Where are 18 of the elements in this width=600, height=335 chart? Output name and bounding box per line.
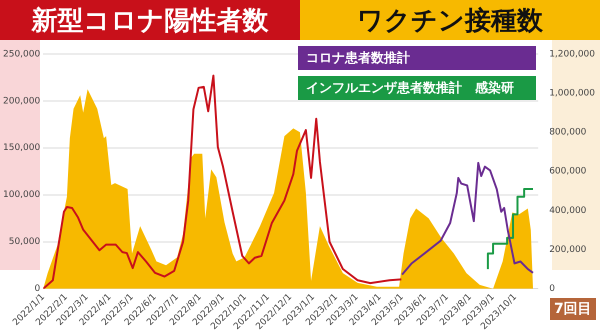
text: インフルエンザ患者数推計 感染研 bbox=[298, 76, 536, 100]
y2-tick-label: 400,000 bbox=[549, 206, 587, 216]
text: ワクチン接種数 bbox=[300, 0, 600, 40]
y-tick-label: 100,000 bbox=[3, 190, 40, 200]
y2-tick-label: 0 bbox=[549, 284, 556, 294]
y-tick-label: 150,000 bbox=[3, 143, 40, 154]
text: 新型コロナ陽性者数 bbox=[0, 0, 300, 40]
text: 7回目 bbox=[550, 298, 596, 320]
y2-tick-label: 600,000 bbox=[549, 166, 587, 177]
text: コロナ患者数推計 bbox=[298, 46, 536, 70]
y2-tick-label: 1,000,000 bbox=[549, 88, 596, 98]
y-tick-label: 200,000 bbox=[3, 96, 40, 106]
y-tick-label: 50,000 bbox=[8, 237, 40, 248]
y2-tick-label: 200,000 bbox=[549, 244, 587, 255]
y-tick-label: 0 bbox=[34, 284, 40, 294]
y-tick-label: 250,000 bbox=[3, 49, 40, 60]
y2-tick-label: 800,000 bbox=[549, 128, 587, 138]
y2-tick-label: 1,200,000 bbox=[549, 49, 596, 60]
